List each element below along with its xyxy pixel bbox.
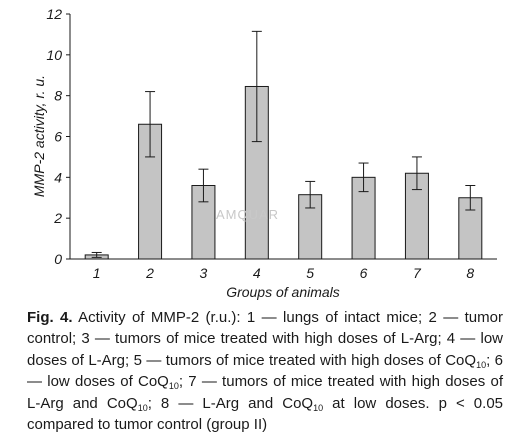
error-bars <box>91 30 476 258</box>
caption-part-2: ; 6 — low doses of CoQ <box>27 351 503 391</box>
caption-part-5: at low doses. p < 0.05 compared to tumor… <box>27 394 504 434</box>
y-tick-label: 12 <box>46 6 62 22</box>
x-tick-label: 7 <box>413 265 422 281</box>
y-tick-label: 4 <box>54 169 62 185</box>
x-tick-label: 6 <box>360 265 368 281</box>
y-tick-label: 0 <box>54 251 62 267</box>
x-tick-label: 2 <box>145 265 154 281</box>
x-tick-label: 5 <box>306 265 314 281</box>
figure-label: Fig. 4. <box>27 309 73 326</box>
watermark-text: AMQUAR <box>216 207 279 222</box>
x-axis-title: Groups of animals <box>226 284 340 300</box>
error-bar-group-5 <box>305 180 316 209</box>
y-axis: 0 2 4 6 8 10 12 <box>46 6 71 267</box>
caption-subscript-4: 10 <box>313 402 324 413</box>
caption-part-3: ; 7 — tumors of mice treated with high d… <box>27 373 503 412</box>
caption-subscript-2: 10 <box>168 381 179 392</box>
y-axis-title: MMP-2 activity, r. u. <box>31 75 47 197</box>
error-bar-group-3 <box>198 168 209 203</box>
error-bar-group-6 <box>358 162 369 193</box>
bars <box>84 85 483 260</box>
y-tick-label: 2 <box>53 210 62 226</box>
x-tick-label: 1 <box>93 265 101 281</box>
y-tick-label: 6 <box>54 129 62 145</box>
x-axis: 1 2 3 4 5 6 7 8 <box>70 258 497 281</box>
caption-subscript-3: 10 <box>137 402 148 413</box>
caption-part-1: Activity of MMP-2 (r.u.): 1 — lungs of i… <box>27 309 503 369</box>
y-tick-label: 10 <box>46 47 62 63</box>
x-tick-label: 4 <box>253 265 261 281</box>
figure-caption: Fig. 4. Activity of MMP-2 (r.u.): 1 — lu… <box>27 307 503 435</box>
error-bar-group-7 <box>411 156 422 191</box>
error-bar-group-2 <box>145 91 156 158</box>
y-tick-label: 8 <box>54 88 62 104</box>
x-tick-label: 3 <box>200 265 208 281</box>
error-bar-group-4 <box>251 30 262 143</box>
caption-subscript-1: 10 <box>476 359 487 370</box>
error-bar-group-8 <box>465 185 476 211</box>
x-tick-label: 8 <box>466 265 474 281</box>
caption-part-4: ; 8 — L-Arg and CoQ <box>147 394 314 412</box>
error-bar-group-1 <box>91 251 102 258</box>
